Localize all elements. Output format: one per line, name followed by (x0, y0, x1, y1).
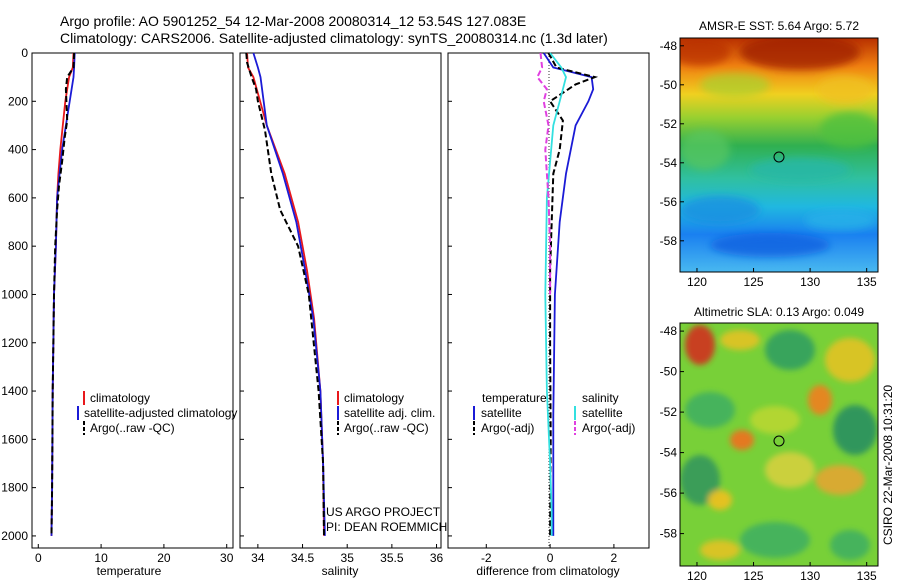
sst-argo-marker (773, 151, 785, 163)
lat-tick-label: -56 (660, 195, 678, 209)
lat-tick-label: -48 (660, 39, 678, 53)
legend-satellite-label: satellite-adjusted climatology (84, 406, 237, 420)
project-line1: US ARGO PROJECT (326, 505, 441, 519)
lon-tick-label: 125 (744, 569, 764, 580)
x-tick-label: 2 (611, 551, 618, 565)
project-line2: PI: DEAN ROEMMICH (326, 520, 447, 534)
lon-tick-label: 120 (687, 275, 707, 289)
legend-satellite-label: satellite adj. clim. (344, 406, 435, 420)
figure-title-line2: Climatology: CARS2006. Satellite-adjuste… (60, 30, 608, 46)
series-argo (245, 52, 325, 536)
sst-lon-ticks: 120 125 130 135 (687, 268, 877, 289)
series-salinity-argo (536, 52, 552, 295)
temperature-axis-ticks: 0 10 20 30 (35, 544, 234, 565)
series-salinity-satellite (544, 52, 567, 536)
y-tick-label: 0 (21, 46, 28, 60)
sla-argo-marker (773, 435, 785, 447)
difference-series (536, 52, 599, 536)
temperature-xlabel: temperature (97, 564, 162, 578)
lat-tick-label: -58 (660, 234, 678, 248)
legend-climatology-label: climatology (90, 391, 150, 405)
x-tick-label: 30 (220, 551, 234, 565)
temperature-legend: climatology satellite-adjusted climatolo… (77, 391, 237, 435)
lat-tick-label: -52 (660, 117, 678, 131)
salinity-xlabel: salinity (322, 564, 359, 578)
lon-tick-label: 135 (857, 569, 877, 580)
x-tick-label: 34.5 (291, 551, 315, 565)
lat-tick-label: -50 (660, 78, 678, 92)
y-tick-label: 2000 (1, 529, 28, 543)
lon-tick-label: 130 (800, 275, 820, 289)
lat-tick-label: -48 (660, 324, 678, 338)
temperature-series (50, 52, 76, 536)
sla-map: Altimetric SLA: 0.13 Argo: 0.049 (660, 305, 879, 580)
lat-tick-label: -52 (660, 405, 678, 419)
salinity-panel: 34 34.5 35 35.5 36 salinity climatology sate… (239, 52, 447, 578)
legend-argo-label: Argo(..raw -QC) (90, 421, 175, 435)
lon-tick-label: 120 (687, 569, 707, 580)
lat-tick-label: -50 (660, 365, 678, 379)
x-tick-label: 0 (547, 551, 554, 565)
salinity-legend: climatology satellite adj. clim. Argo(..… (337, 391, 435, 435)
lon-tick-label: 135 (857, 275, 877, 289)
x-tick-label: 35.5 (380, 551, 404, 565)
salinity-axis-ticks: 34 34.5 35 35.5 36 (251, 544, 444, 565)
sst-map-title: AMSR-E SST: 5.64 Argo: 5.72 (699, 19, 859, 33)
legend-sal-argo-label: Argo(-adj) (582, 421, 635, 435)
y-tick-label: 1200 (1, 336, 28, 350)
x-tick-label: 10 (94, 551, 108, 565)
legend-temp-satellite-label: satellite (481, 406, 522, 420)
legend-sal-satellite-label: satellite (582, 406, 623, 420)
y-tick-label: 800 (8, 239, 28, 253)
legend-argo-label: Argo(..raw -QC) (344, 421, 429, 435)
x-tick-label: 35 (341, 551, 355, 565)
x-tick-label: 36 (430, 551, 444, 565)
y-tick-label: 200 (8, 94, 28, 108)
lat-tick-label: -56 (660, 486, 678, 500)
depth-axis-ticks: 0 200 400 600 800 1000 1200 1400 1600 1800 2000 (1, 46, 36, 543)
lon-tick-label: 125 (744, 275, 764, 289)
y-tick-label: 1400 (1, 384, 28, 398)
lat-tick-label: -58 (660, 527, 678, 541)
sla-lon-ticks: 120 125 130 135 (687, 562, 877, 580)
legend-temp-argo-label: Argo(-adj) (481, 421, 534, 435)
lat-tick-label: -54 (660, 156, 678, 170)
difference-xlabel: difference from climatology (476, 564, 619, 578)
series-temperature-argo (547, 52, 599, 536)
x-tick-label: 20 (157, 551, 171, 565)
sst-map: AMSR-E SST: 5.64 Argo: 5.72 120 125 130 135… (660, 19, 879, 289)
legend-salinity-title: salinity (582, 391, 619, 405)
difference-panel: -2 0 2 difference from climatology tempera… (447, 52, 650, 578)
difference-axis-ticks: -2 0 2 (481, 544, 618, 565)
sst-lat-ticks: -48 -50 -52 -54 -56 -58 (660, 39, 684, 248)
lon-tick-label: 130 (800, 569, 820, 580)
series-argo (50, 52, 76, 536)
x-tick-label: 0 (35, 551, 42, 565)
difference-legend: temperature salinity satellite Argo(-adj… (473, 391, 635, 435)
temperature-panel: 0 200 400 600 800 1000 1200 1400 1600 1800 2000 0 1… (1, 46, 237, 578)
x-tick-label: -2 (481, 551, 492, 565)
series-satellite (50, 52, 76, 536)
lat-tick-label: -54 (660, 446, 678, 460)
legend-climatology-label: climatology (344, 391, 404, 405)
legend-temperature-title: temperature (482, 391, 547, 405)
y-tick-label: 400 (8, 143, 28, 157)
sla-lat-ticks: -48 -50 -52 -54 -56 -58 (660, 324, 684, 541)
salinity-series (245, 52, 326, 536)
y-tick-label: 600 (8, 191, 28, 205)
sla-map-title: Altimetric SLA: 0.13 Argo: 0.049 (694, 305, 864, 319)
figure-title-line1: Argo profile: AO 5901252_54 12-Mar-2008 … (60, 13, 526, 29)
x-tick-label: 34 (251, 551, 265, 565)
y-tick-label: 1600 (1, 432, 28, 446)
y-tick-label: 1000 (1, 287, 28, 301)
timestamp-label: CSIRO 22-Mar-2008 10:31:20 (881, 385, 895, 545)
series-satellite (252, 52, 326, 536)
y-tick-label: 1800 (1, 481, 28, 495)
